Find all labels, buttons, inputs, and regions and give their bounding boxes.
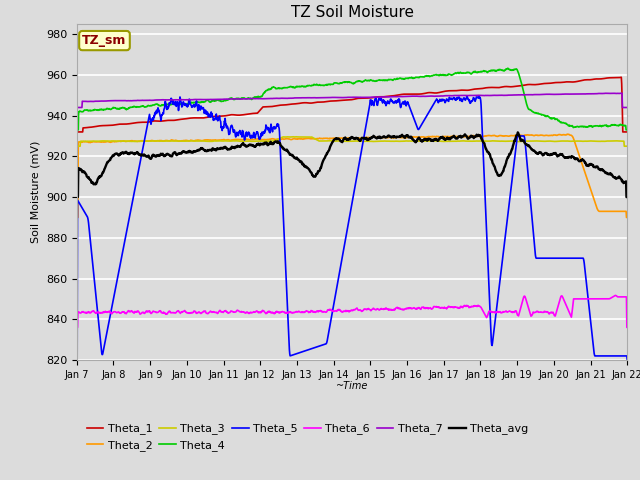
Title: TZ Soil Moisture: TZ Soil Moisture [291, 5, 413, 20]
Theta_5 [328, 313, 335, 319]
Theta_6 [612, 292, 620, 298]
Theta_2 [318, 135, 326, 141]
Theta_5 [307, 346, 314, 352]
Theta_4 [138, 103, 146, 109]
Theta_7 [386, 94, 394, 100]
Theta_6 [73, 324, 81, 330]
Theta_3 [328, 138, 336, 144]
Theta_1 [618, 74, 625, 80]
Theta_5 [623, 357, 631, 363]
Theta_1 [386, 93, 394, 99]
Line: Theta_3: Theta_3 [77, 137, 627, 146]
Theta_avg [318, 162, 326, 168]
Theta_3 [387, 138, 394, 144]
Theta_3 [284, 134, 291, 140]
Theta_6 [307, 309, 314, 315]
Theta_2 [328, 135, 335, 141]
Theta_2 [116, 138, 124, 144]
Theta_avg [116, 152, 124, 157]
Text: TZ_sm: TZ_sm [83, 34, 127, 47]
Theta_5 [73, 357, 81, 363]
Line: Theta_6: Theta_6 [77, 295, 627, 327]
Line: Theta_1: Theta_1 [77, 77, 627, 132]
Line: Theta_4: Theta_4 [77, 68, 627, 130]
Theta_avg [138, 152, 146, 157]
Theta_3 [73, 144, 81, 149]
Y-axis label: Soil Moisture (mV): Soil Moisture (mV) [30, 141, 40, 243]
Theta_4 [73, 127, 81, 133]
Theta_7 [73, 105, 81, 110]
Theta_4 [504, 65, 512, 71]
Line: Theta_5: Theta_5 [77, 96, 627, 360]
Theta_7 [138, 97, 146, 103]
Theta_4 [386, 77, 394, 83]
Theta_6 [318, 309, 326, 314]
Theta_4 [623, 127, 631, 133]
Theta_3 [138, 138, 146, 144]
Theta_4 [328, 82, 335, 87]
Theta_1 [116, 121, 124, 127]
Theta_3 [307, 134, 314, 140]
Theta_5 [318, 342, 326, 348]
Theta_1 [328, 98, 335, 104]
Line: Theta_7: Theta_7 [77, 93, 627, 108]
Theta_1 [73, 129, 81, 135]
Theta_2 [73, 215, 81, 220]
Theta_6 [138, 310, 146, 316]
Theta_avg [623, 194, 631, 200]
Line: Theta_2: Theta_2 [77, 134, 627, 217]
Theta_3 [318, 138, 326, 144]
Theta_avg [514, 130, 522, 135]
Legend: Theta_1, Theta_2, Theta_3, Theta_4, Theta_5, Theta_6, Theta_7, Theta_avg: Theta_1, Theta_2, Theta_3, Theta_4, Thet… [83, 419, 533, 455]
Theta_2 [307, 136, 314, 142]
Theta_4 [116, 106, 124, 112]
Theta_6 [116, 310, 124, 316]
X-axis label: ~Time: ~Time [336, 381, 368, 391]
Theta_7 [318, 95, 326, 101]
Theta_6 [386, 307, 394, 312]
Theta_1 [623, 129, 631, 135]
Line: Theta_avg: Theta_avg [77, 132, 627, 197]
Theta_2 [386, 134, 394, 140]
Theta_7 [116, 98, 124, 104]
Theta_6 [623, 324, 631, 330]
Theta_7 [307, 95, 314, 101]
Theta_3 [623, 144, 631, 149]
Theta_5 [386, 99, 394, 105]
Theta_1 [318, 99, 326, 105]
Theta_2 [138, 138, 146, 144]
Theta_avg [73, 194, 81, 200]
Theta_5 [116, 265, 124, 271]
Theta_7 [328, 95, 335, 100]
Theta_6 [328, 308, 335, 313]
Theta_1 [138, 120, 146, 125]
Theta_1 [307, 100, 314, 106]
Theta_4 [307, 83, 314, 89]
Theta_avg [386, 134, 394, 140]
Theta_2 [623, 215, 631, 220]
Theta_2 [563, 132, 571, 137]
Theta_5 [138, 151, 146, 157]
Theta_5 [463, 94, 470, 99]
Theta_avg [328, 141, 335, 146]
Theta_avg [307, 168, 314, 174]
Theta_7 [623, 105, 631, 110]
Theta_3 [116, 138, 124, 144]
Theta_4 [318, 82, 326, 88]
Theta_7 [618, 90, 626, 96]
